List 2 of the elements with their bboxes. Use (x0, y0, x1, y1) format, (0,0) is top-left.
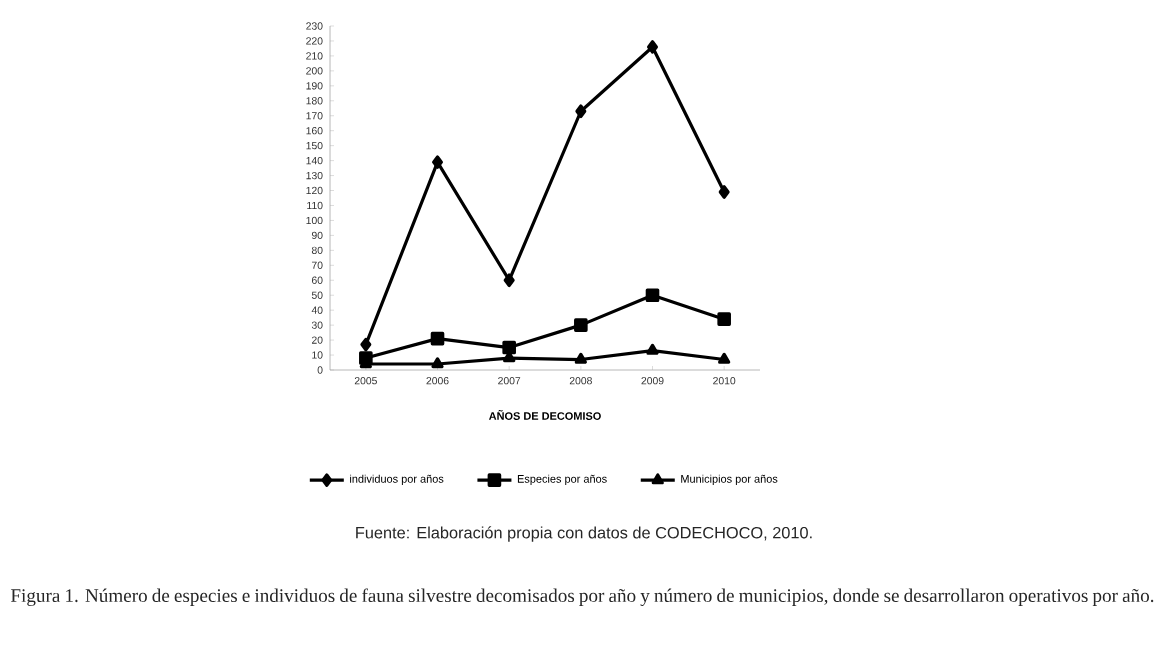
text: Figura 1. Número de especies e individuos de fauna silvestre decomisados por año y número de municipios, donde se desarrollaron operativos por año. (10, 588, 1154, 606)
source-note: Fuente: Elaboración propia con datos de CODECHOCO, 2010. (356, 526, 812, 542)
